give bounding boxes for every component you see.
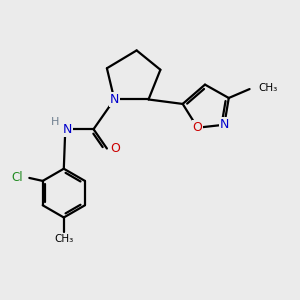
Text: N: N (220, 118, 229, 131)
Text: CH₃: CH₃ (54, 234, 74, 244)
Text: N: N (63, 123, 72, 136)
Text: O: O (110, 142, 120, 155)
Text: N: N (110, 93, 119, 106)
Text: H: H (51, 117, 59, 127)
Text: Cl: Cl (11, 171, 23, 184)
Text: CH₃: CH₃ (259, 82, 278, 93)
Text: O: O (193, 121, 202, 134)
